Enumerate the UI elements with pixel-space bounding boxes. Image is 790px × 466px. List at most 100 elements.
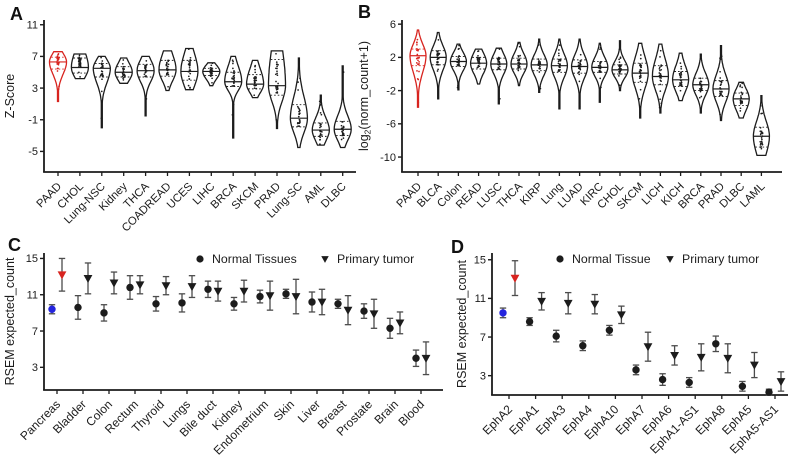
violin-dot <box>416 70 418 72</box>
violin-dot <box>578 66 581 68</box>
violin-dot <box>297 89 299 91</box>
violin-dot <box>537 44 540 46</box>
violin-dot <box>719 84 722 87</box>
violin-dot <box>538 67 541 70</box>
normal-point <box>256 292 264 301</box>
normal-point <box>579 342 587 350</box>
violin-dot <box>457 63 460 66</box>
violin-dot <box>579 53 582 56</box>
violin-dot <box>679 74 681 77</box>
violin-dot <box>122 70 125 73</box>
normal-point <box>765 388 773 396</box>
violin-dot <box>740 97 743 100</box>
violin-dot <box>760 130 763 133</box>
violin-dot <box>319 143 321 145</box>
violin-dot <box>101 63 103 66</box>
normal-point <box>499 309 507 317</box>
violin-dot <box>658 106 661 109</box>
violin-dot <box>658 67 661 70</box>
violin-dot <box>759 140 762 143</box>
tumor-point <box>369 310 379 319</box>
violin-dot <box>759 126 762 129</box>
violin-dot <box>741 86 743 89</box>
tumor-point <box>291 293 301 302</box>
violin-dot <box>253 77 255 79</box>
violin-dot <box>578 71 581 73</box>
violin-dot <box>342 134 345 137</box>
violin-dot <box>417 101 420 104</box>
tumor-point <box>161 282 171 291</box>
y-tick-label: 2 <box>390 52 396 64</box>
violin-dot <box>719 70 721 73</box>
normal-point <box>178 299 186 307</box>
violin <box>490 47 508 105</box>
violin-dot <box>620 64 623 66</box>
violin-dot <box>189 58 192 61</box>
violin-dot <box>319 139 321 141</box>
violin-dot <box>80 57 82 60</box>
violin-dot <box>557 62 560 65</box>
violin-dot <box>318 135 321 137</box>
legend-normal-marker <box>556 255 564 263</box>
violin-dot <box>78 60 80 63</box>
violin-dot <box>144 71 147 74</box>
violin-dot <box>187 75 190 78</box>
x-category-label: UCES <box>165 180 196 211</box>
normal-point <box>685 378 693 387</box>
violin-dot <box>517 69 520 72</box>
violin-dot <box>56 55 59 57</box>
violin-dot <box>478 62 480 65</box>
violin-dot <box>680 71 682 74</box>
violin-dot <box>211 77 213 80</box>
normal-point <box>658 375 667 384</box>
violin-dot <box>700 89 703 91</box>
violin-dot <box>539 86 541 88</box>
y-tick-label: 11 <box>475 293 486 305</box>
violin-dot <box>276 63 278 65</box>
violin-dot <box>759 133 762 136</box>
violin-dot <box>188 70 191 73</box>
violin-dot <box>320 134 323 136</box>
violin-dot <box>416 54 419 57</box>
violin-dot <box>577 61 580 64</box>
violin <box>333 65 352 149</box>
violin-dot <box>232 85 235 87</box>
violin-dot <box>232 67 234 70</box>
violin-dot <box>741 82 744 85</box>
violin-dot <box>436 52 439 55</box>
violin-dot <box>476 58 479 60</box>
y-axis-label: RSEM expected_count <box>3 257 17 385</box>
x-category-label: DLBC <box>319 181 349 211</box>
violin-dot <box>517 42 520 45</box>
violin-dot <box>165 73 168 76</box>
tumor-point <box>317 298 327 307</box>
violin-dot <box>418 56 420 59</box>
legend-normal-label: Normal Tissue <box>572 252 651 266</box>
tumor-point <box>83 275 93 284</box>
violin <box>469 48 488 85</box>
violin-dot <box>517 67 520 70</box>
violin-dot <box>187 48 190 51</box>
normal-point <box>152 300 160 308</box>
violin-dot <box>275 118 278 121</box>
tumor-point <box>617 311 626 320</box>
violin-dot <box>276 87 279 90</box>
violin-dot <box>720 55 723 57</box>
violin-dot <box>759 146 762 149</box>
violin-dot <box>639 105 642 108</box>
violin-dot <box>254 84 257 87</box>
y-axis-label: log2(norm_count+1) <box>357 41 373 151</box>
tumor-point <box>723 354 733 363</box>
violin <box>267 50 287 130</box>
violin-dot <box>298 118 301 121</box>
y-tick-label: 7 <box>32 51 38 63</box>
violin-dot <box>122 67 124 70</box>
violin-dot <box>557 60 560 63</box>
violin-dot <box>699 90 702 93</box>
violin-dot <box>274 73 277 76</box>
violin-dot <box>517 54 520 57</box>
violin-dot <box>579 64 582 66</box>
violin-dot <box>145 98 148 100</box>
violin-dot <box>210 71 213 73</box>
